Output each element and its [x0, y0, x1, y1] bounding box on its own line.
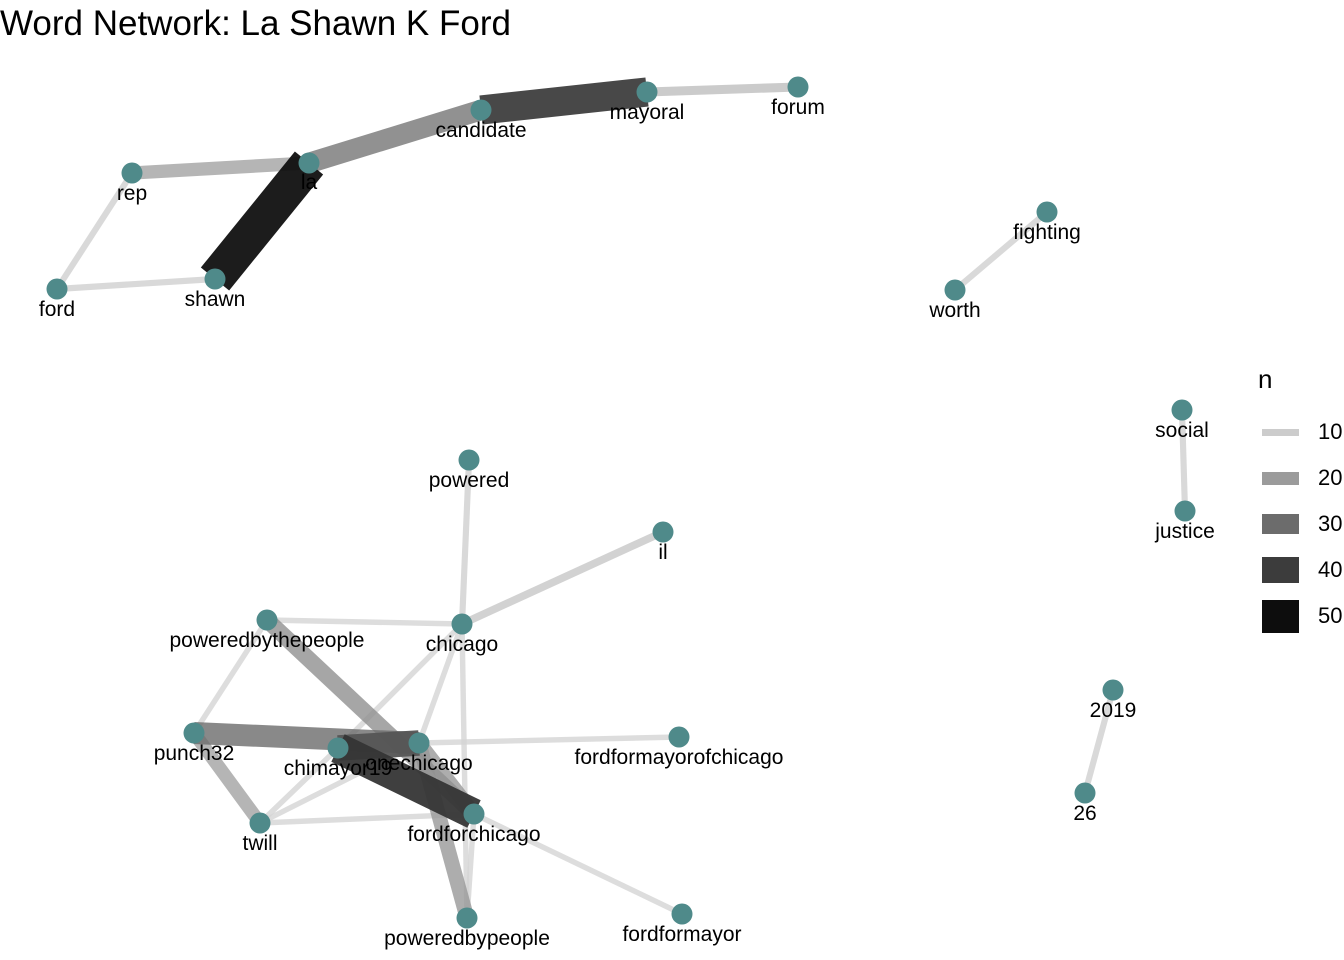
node-poweredbythepeople [256, 609, 278, 631]
edge-poweredbythepeople-chicago [266, 617, 463, 627]
edge-chimayor19-fordforchicago [331, 734, 481, 828]
edge-social-justice [1178, 409, 1189, 512]
node-26 [1074, 782, 1096, 804]
legend-label: 40 [1318, 557, 1343, 582]
edge-candidate-mayoral [479, 77, 649, 125]
edge-chicago-poweredbypeople [459, 623, 470, 919]
legend-swatch [1262, 599, 1299, 633]
edge-punch32-twill [188, 729, 266, 827]
edge-rep-la [131, 156, 310, 180]
node-label-fordformayorofchicago: fordformayorofchicago [575, 746, 784, 769]
edge-poweredbythepeople-punch32 [191, 618, 270, 735]
node-onechicago [408, 732, 430, 754]
edge-2019-26 [1082, 689, 1116, 794]
node-label-mayoral: mayoral [610, 101, 685, 124]
node-label-poweredbythepeople: poweredbythepeople [170, 629, 365, 652]
node-fighting [1036, 201, 1058, 223]
node-2019 [1102, 679, 1124, 701]
legend-label: 50 [1318, 603, 1343, 628]
edge-chicago-onechicago [416, 623, 465, 744]
node-label-justice: justice [1154, 520, 1215, 543]
edge-chimayor19-twill [258, 746, 340, 825]
node-label-rep: rep [117, 182, 147, 205]
node-label-la: la [301, 171, 318, 194]
node-label-poweredbypeople: poweredbypeople [384, 927, 550, 950]
node-poweredbypeople [456, 907, 478, 929]
edge-onechicago-fordformayorofchicago [418, 734, 680, 746]
node-rep [121, 162, 143, 184]
node-label-candidate: candidate [435, 119, 526, 142]
node-fordforchicago [463, 803, 485, 825]
node-chicago [451, 613, 473, 635]
node-candidate [470, 99, 492, 121]
edge-ford-shawn [56, 275, 216, 293]
node-label-fordformayor: fordformayor [622, 923, 741, 946]
edges-layer [54, 77, 1189, 920]
node-label-twill: twill [243, 832, 278, 855]
node-forum [787, 76, 809, 98]
legend-swatch [1262, 514, 1299, 534]
node-label-ford: ford [39, 298, 75, 321]
edge-rep-ford [54, 171, 135, 291]
node-fordformayor [671, 903, 693, 925]
node-label-powered: powered [429, 469, 510, 492]
node-worth [944, 279, 966, 301]
node-label-26: 26 [1073, 802, 1096, 825]
edge-fordforchicago-fordformayor [472, 811, 684, 917]
legend-label: 10 [1318, 419, 1343, 444]
node-la [298, 152, 320, 174]
node-mayoral [636, 81, 658, 103]
legend-item: 20 [1250, 458, 1344, 498]
page-title: Word Network: La Shawn K Ford [0, 4, 511, 43]
edge-powered-chicago [458, 459, 473, 625]
nodes-layer [46, 76, 1196, 929]
legend-title: n [1258, 364, 1273, 394]
node-label-fighting: fighting [1013, 221, 1081, 244]
edge-il-chicago [460, 528, 665, 628]
legend-swatch [1262, 428, 1299, 436]
legend-item: 50 [1250, 596, 1344, 636]
node-justice [1174, 500, 1196, 522]
node-powered [458, 449, 480, 471]
node-label-chimayor19: chimayor19 [284, 757, 393, 780]
node-ford [46, 278, 68, 300]
node-twill [249, 812, 271, 834]
edge-fighting-worth [953, 209, 1049, 293]
labels-layer: la shawn rep ford candidate mayoral forum fight… [39, 96, 1215, 950]
node-label-chicago: chicago [426, 633, 498, 656]
node-chimayor19 [327, 737, 349, 759]
node-label-fordforchicago: fordforchicago [407, 823, 540, 846]
node-shawn [204, 268, 226, 290]
legend-item: 10 [1250, 412, 1344, 452]
node-label-shawn: shawn [185, 288, 246, 311]
node-label-social: social [1155, 419, 1209, 442]
word-network-graph: la shawn rep ford candidate mayoral forum fight… [39, 76, 1215, 950]
edge-la-shawn [200, 151, 324, 291]
legend-label: 20 [1318, 465, 1343, 490]
node-punch32 [183, 722, 205, 744]
node-label-il: il [658, 541, 667, 564]
node-fordformayorofchicago [668, 726, 690, 748]
node-label-2019: 2019 [1090, 699, 1137, 722]
legend: n 10 20 30 40 50 [1250, 362, 1344, 642]
node-il [652, 521, 674, 543]
legend-item: 40 [1250, 550, 1344, 590]
node-label-punch32: punch32 [154, 742, 235, 765]
node-label-forum: forum [771, 96, 825, 119]
legend-swatch [1262, 557, 1299, 583]
legend-label: 30 [1318, 511, 1343, 536]
node-label-worth: worth [928, 299, 980, 322]
node-social [1171, 399, 1193, 421]
edge-la-candidate [305, 100, 485, 173]
edge-chicago-chimayor19 [336, 622, 464, 750]
edge-mayoral-forum [646, 82, 799, 97]
node-label-onechicago: onechicago [365, 752, 472, 775]
legend-item: 30 [1250, 504, 1344, 544]
legend-swatch [1262, 471, 1299, 485]
